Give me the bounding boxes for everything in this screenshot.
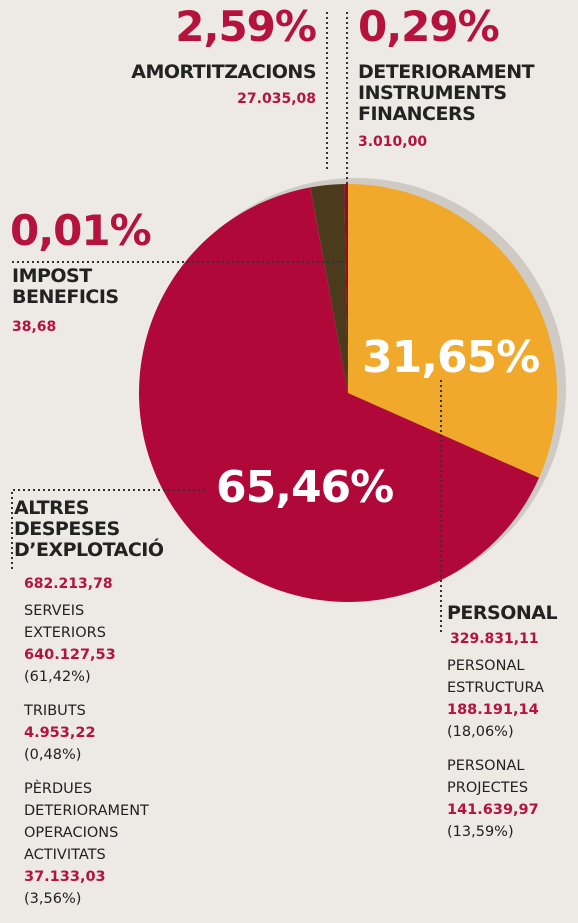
amount-label: 3.010,00 [358, 134, 428, 150]
detail-amount: 188.191,14 [447, 702, 539, 718]
detail-name: TRIBUTS [24, 703, 86, 719]
pie-slice [310, 187, 348, 393]
detail-name: PÈRDUES DETERIORAMENT OPERACIONS ACTIVIT… [24, 781, 149, 863]
detail-item: PERSONAL PROJECTES 141.639,97 (13,59%) [447, 755, 544, 843]
detail-item: PERSONAL ESTRUCTURA 188.191,14 (18,06%) [447, 655, 544, 743]
value-label: 0,29% [358, 2, 500, 51]
detail-amount: 640.127,53 [24, 647, 116, 663]
detail-item: SERVEIS EXTERIORS 640.127,53 (61,42%) [24, 600, 149, 688]
detail-name: PERSONAL PROJECTES [447, 758, 529, 796]
detail-name: PERSONAL ESTRUCTURA [447, 658, 544, 696]
pie-slice [310, 184, 348, 393]
detail-item: TRIBUTS 4.953,22 (0,48%) [24, 700, 149, 766]
category-label: IMPOST BENEFICIS [12, 265, 119, 308]
detail-amount: 141.639,97 [447, 802, 539, 818]
details: PERSONAL ESTRUCTURA 188.191,14 (18,06%) PER… [447, 655, 544, 855]
pie-slice [348, 184, 557, 478]
value-label: 31,65% [362, 332, 540, 383]
amount-label: 329.831,11 [450, 631, 539, 647]
detail-share: (13,59%) [447, 824, 514, 840]
detail-share: (18,06%) [447, 724, 514, 740]
value-label: 2,59% [175, 2, 317, 51]
category-label: AMORTITZACIONS [131, 61, 316, 83]
value-label: 65,46% [216, 462, 394, 513]
pie-slice [344, 184, 348, 393]
detail-amount: 37.133,03 [24, 869, 106, 885]
detail-amount: 4.953,22 [24, 725, 96, 741]
category-label: ALTRES DESPESES D’EXPLOTACIÓ [14, 497, 164, 561]
value-label: 0,01% [10, 206, 152, 255]
amount-label: 38,68 [12, 319, 57, 335]
detail-share: (3,56%) [24, 891, 82, 907]
details: SERVEIS EXTERIORS 640.127,53 (61,42%) TRIBU… [24, 600, 149, 922]
detail-share: (61,42%) [24, 669, 91, 685]
leader-lines [11, 12, 442, 632]
amount-label: 682.213,78 [24, 576, 113, 592]
category-label: DETERIORAMENT INSTRUMENTS FINANCERS [358, 61, 535, 125]
detail-name: SERVEIS EXTERIORS [24, 603, 106, 641]
amount-label: 27.035,08 [237, 91, 316, 107]
detail-share: (0,48%) [24, 747, 82, 763]
category-label: PERSONAL [447, 602, 558, 624]
detail-item: PÈRDUES DETERIORAMENT OPERACIONS ACTIVIT… [24, 778, 149, 910]
pie-slice [138, 187, 540, 602]
